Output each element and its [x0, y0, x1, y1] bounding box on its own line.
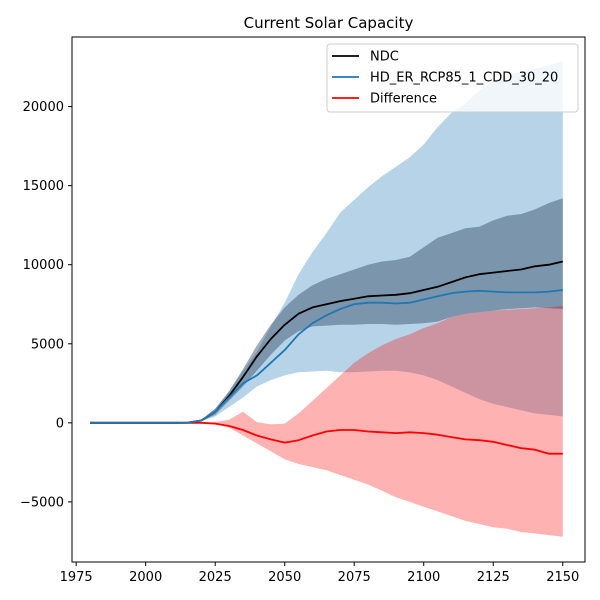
- series-lines: [90, 260, 564, 455]
- legend: NDC HD_ER_RCP85_1_CDD_30_20 Difference: [326, 43, 579, 113]
- x-axis: 1975 2000 2025 2050 2075 2100 2125 2150: [60, 562, 579, 585]
- y-tick-label: −5000: [20, 495, 64, 510]
- line-difference: [90, 421, 563, 455]
- legend-label: Difference: [370, 92, 437, 107]
- x-tick-label: 2000: [129, 570, 162, 585]
- line-hd-er-rcp85-1-cdd-30-20: [90, 289, 563, 424]
- x-tick-label: 2100: [407, 570, 440, 585]
- x-tick-label: 2025: [199, 570, 232, 585]
- legend-label: NDC: [370, 50, 399, 65]
- y-tick-label: 5000: [31, 337, 64, 352]
- y-tick-label: 10000: [23, 258, 64, 273]
- band-hd-er-rcp85-1-cdd-30-20: [90, 60, 563, 423]
- y-tick-label: 15000: [23, 179, 64, 194]
- uncertainty-bands: [90, 60, 563, 537]
- y-axis: −5000 0 5000 10000 15000 20000: [20, 100, 72, 510]
- axes-frame: [71, 36, 586, 563]
- y-tick-label: 20000: [23, 100, 64, 115]
- x-tick-label: 1975: [60, 570, 93, 585]
- x-tick-label: 2075: [338, 570, 371, 585]
- legend-label: HD_ER_RCP85_1_CDD_30_20: [370, 71, 558, 86]
- y-tick-label: 0: [56, 416, 64, 431]
- x-tick-label: 2050: [268, 570, 301, 585]
- band-ndc: [90, 198, 563, 423]
- x-tick-label: 2150: [546, 570, 579, 585]
- legend-box: [326, 43, 579, 113]
- band-difference: [90, 305, 563, 537]
- x-tick-label: 2125: [477, 570, 510, 585]
- chart-title: Current Solar Capacity: [244, 14, 414, 32]
